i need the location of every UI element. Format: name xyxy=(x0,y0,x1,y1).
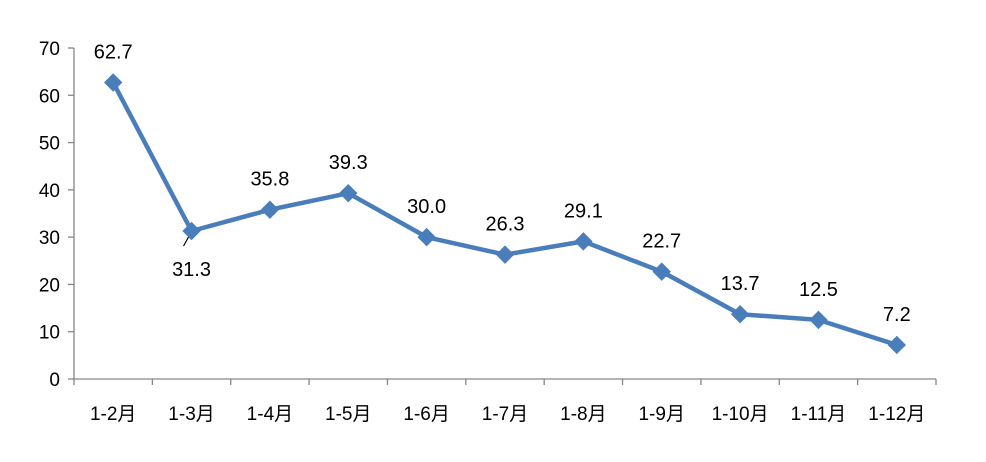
x-tick-label: 1-3月 xyxy=(168,404,214,425)
data-label: 7.2 xyxy=(883,304,911,326)
x-tick-label: 1-2月 xyxy=(90,404,136,425)
data-point xyxy=(495,245,515,264)
x-tick-label: 1-12月 xyxy=(868,404,925,425)
data-label: 39.3 xyxy=(329,152,368,174)
x-tick-label: 1-11月 xyxy=(791,404,847,425)
x-axis: 1-2月 1-3月 1-4月 1-5月 1-6月 1-7月 1-8月 1-9月 1-10月 1-1… xyxy=(73,378,937,425)
data-labels: 62.7 31.3 35.8 39.3 30.0 26.3 29.1 22.7 13.7 12.5… xyxy=(94,42,911,326)
y-tick-label: 30 xyxy=(39,228,60,249)
x-tick-label: 1-8月 xyxy=(560,404,606,425)
data-label: 12.5 xyxy=(799,279,838,301)
y-tick-label: 10 xyxy=(39,323,60,344)
x-tick-label: 1-5月 xyxy=(325,404,371,425)
y-tick-label: 70 xyxy=(39,39,60,60)
data-label: 35.8 xyxy=(250,169,289,191)
y-tick-label: 20 xyxy=(39,275,60,296)
data-label: 30.0 xyxy=(407,196,446,218)
data-point xyxy=(260,200,280,219)
data-point xyxy=(574,232,593,251)
data-label: 13.7 xyxy=(721,273,760,295)
series xyxy=(103,73,907,355)
data-label: 22.7 xyxy=(642,231,681,253)
data-label: 29.1 xyxy=(564,200,603,222)
data-label: 62.7 xyxy=(94,42,133,64)
x-tick-label: 1-7月 xyxy=(482,404,528,425)
y-tick-label: 50 xyxy=(39,134,60,155)
y-tick-label: 0 xyxy=(49,370,60,391)
x-tick-label: 1-10月 xyxy=(712,404,769,425)
data-point xyxy=(887,335,907,355)
y-tick-label: 40 xyxy=(39,181,60,202)
data-point xyxy=(103,73,123,92)
y-tick-label: 60 xyxy=(39,86,60,107)
data-point xyxy=(417,227,436,247)
leader-line xyxy=(183,236,190,247)
data-point xyxy=(730,305,750,324)
x-tick-label: 1-4月 xyxy=(247,404,293,425)
y-axis: 0 10 20 30 40 50 60 70 xyxy=(39,39,75,391)
data-label: 26.3 xyxy=(486,214,525,236)
data-point xyxy=(809,310,828,330)
data-point xyxy=(182,221,201,241)
data-label: 31.3 xyxy=(172,259,211,281)
data-point xyxy=(339,183,358,203)
x-tick-label: 1-6月 xyxy=(403,404,449,425)
data-point xyxy=(652,262,671,281)
x-tick-label: 1-9月 xyxy=(638,404,684,425)
